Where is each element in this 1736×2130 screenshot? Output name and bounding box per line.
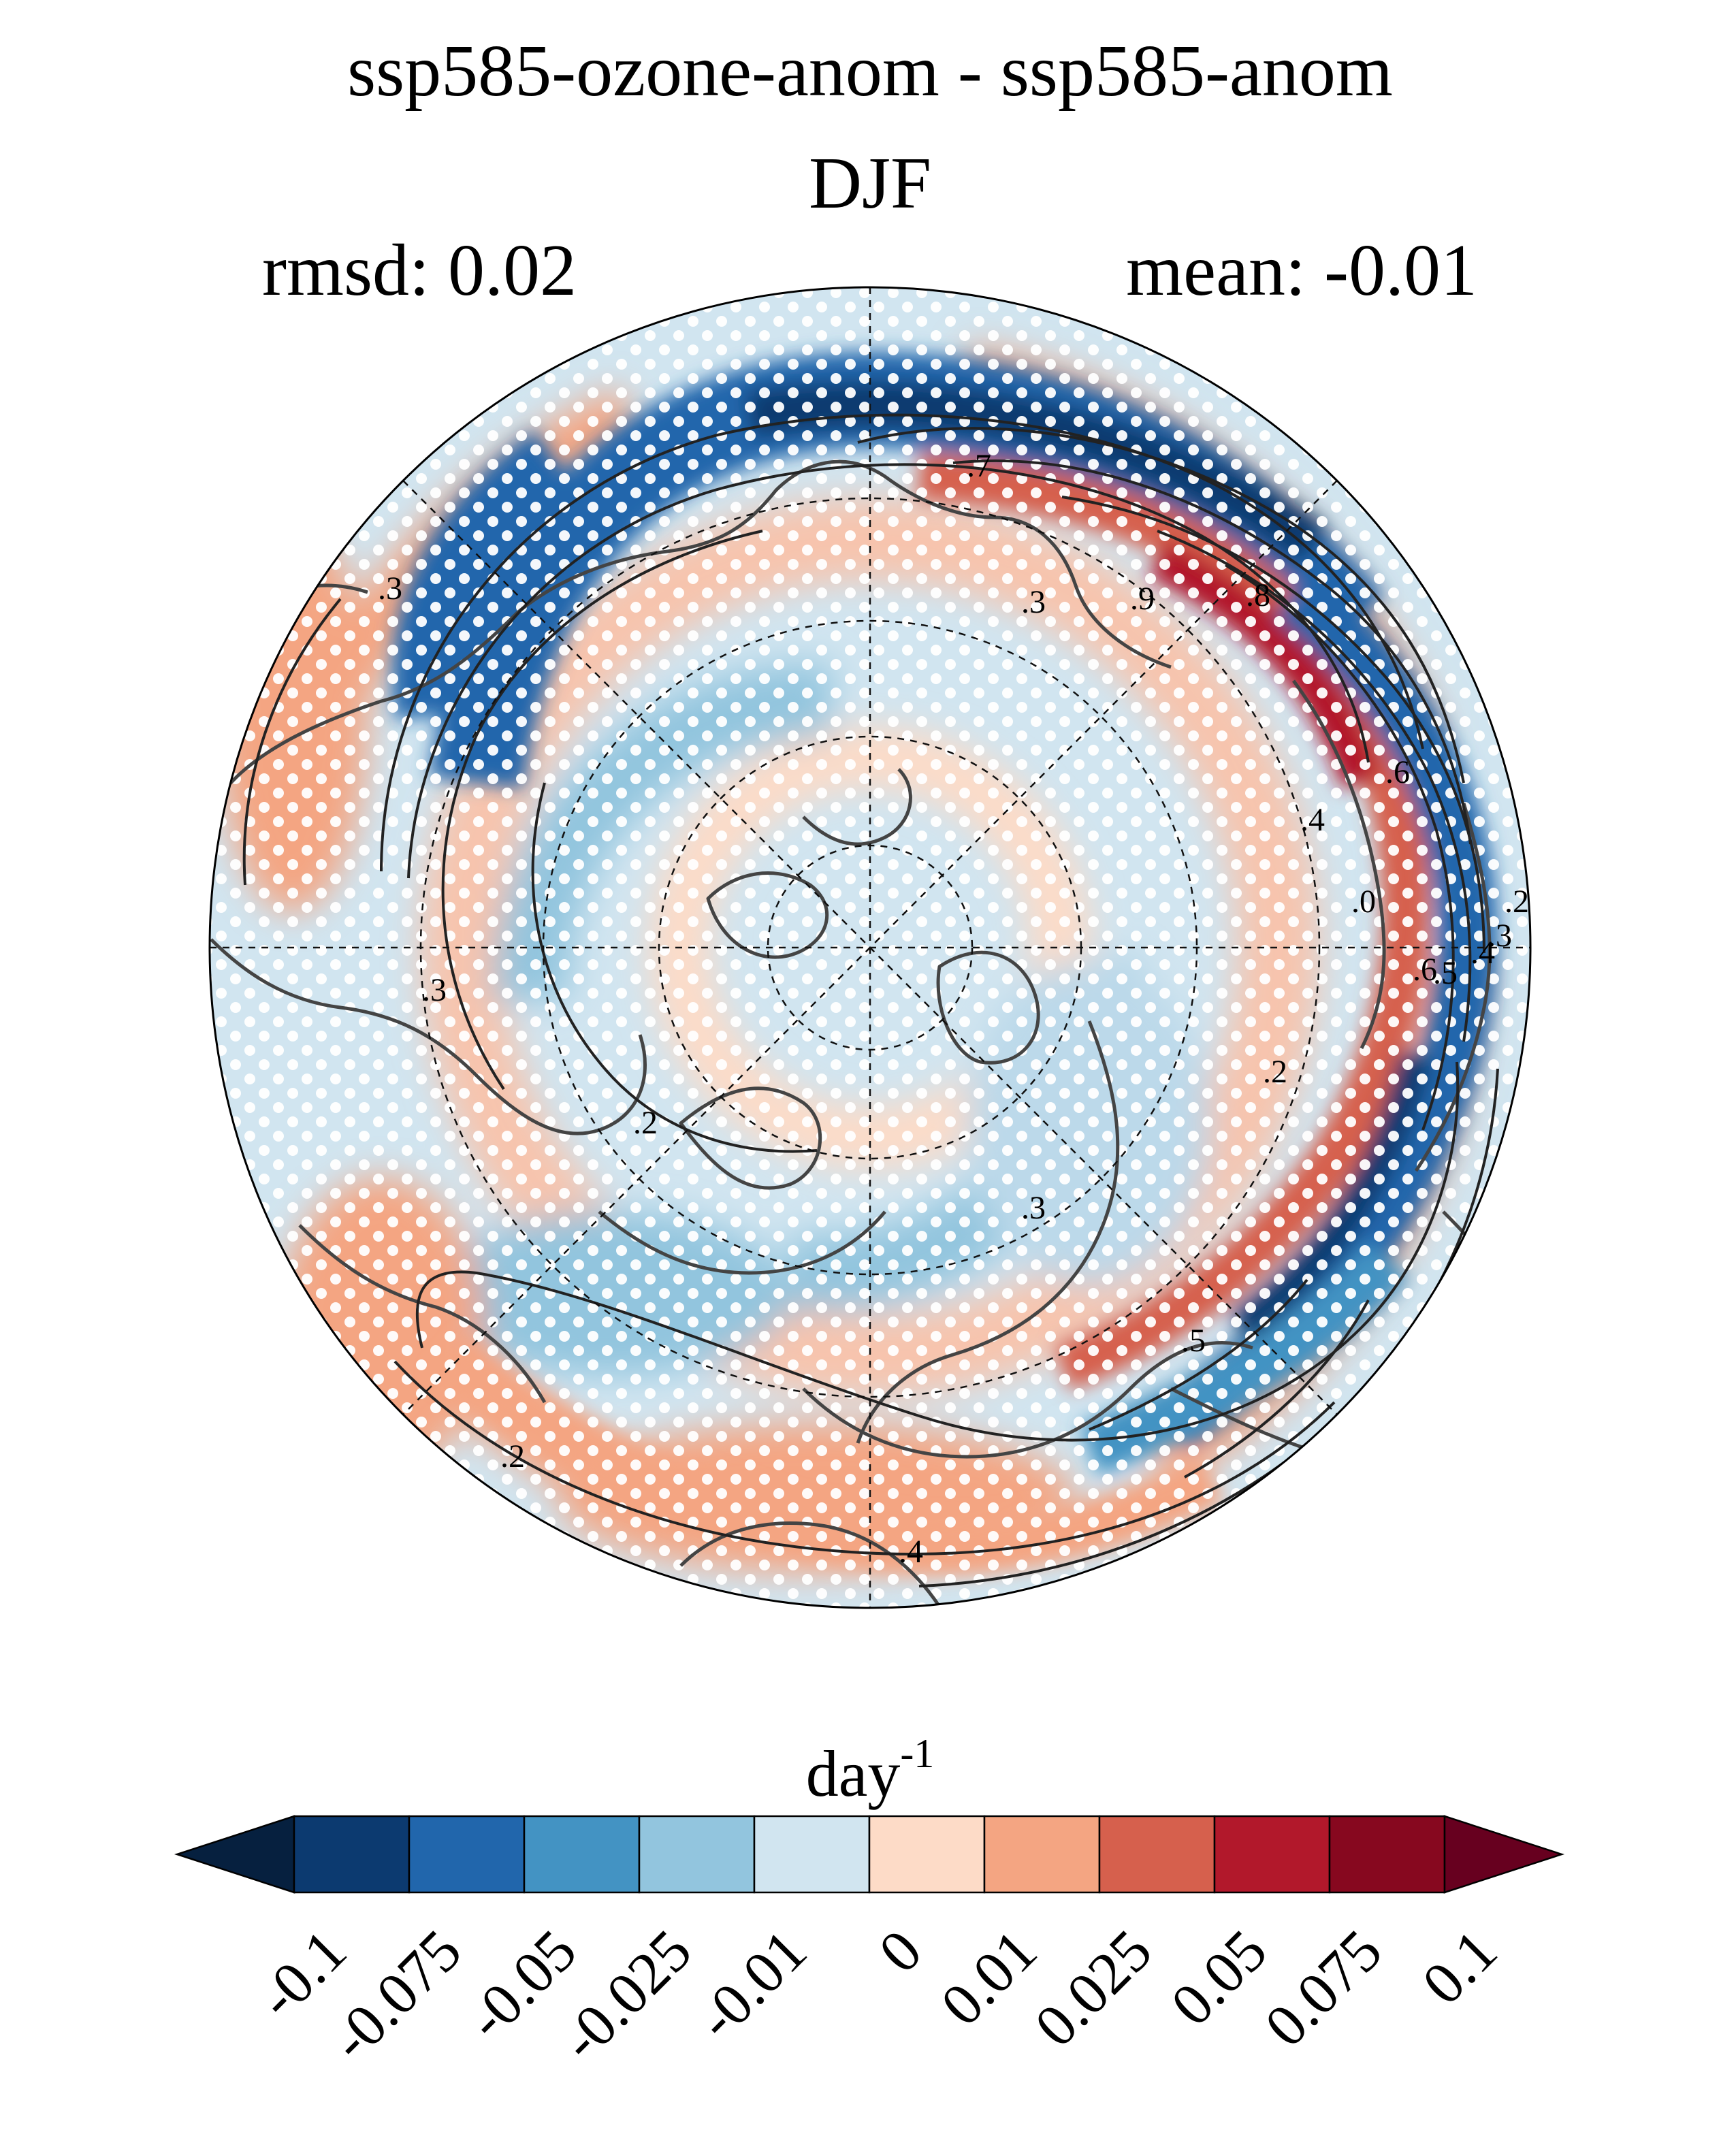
polar-map: .7 .8 .3 .3 .9 .3 .6 .4 .0 .2 .3 .4 .5 .… (210, 287, 1530, 1608)
colorbar-swatch (753, 1815, 871, 1894)
rmsd-label: rmsd: 0.02 (262, 230, 577, 311)
colorbar-swatch (408, 1815, 526, 1894)
colorbar-tick-label: -0.075 (318, 1918, 474, 2073)
contour-label: .2 (1263, 1054, 1287, 1090)
colorbar-unit-label: day-1 (806, 1731, 935, 1810)
contour-label: .2 (633, 1105, 658, 1141)
contour-label: .4 (1300, 802, 1325, 838)
contour-label: .2 (1505, 884, 1529, 920)
colorbar-swatch (523, 1815, 641, 1894)
colorbar-unit-exponent: -1 (900, 1731, 934, 1776)
colorbar-swatch (1213, 1815, 1331, 1894)
season-label: DJF (809, 143, 931, 224)
colorbar-extend-low (174, 1815, 295, 1894)
contour-lines (242, 413, 1499, 1587)
contour-label: .3 (422, 972, 447, 1008)
colorbar-swatch (1098, 1815, 1216, 1894)
colorbar-tick-label: 0.075 (1253, 1918, 1395, 2060)
colorbar-tick-labels: -0.1-0.075-0.05-0.025-0.01 00.010.0250.05… (246, 1918, 1510, 2073)
colorbar-swatch (983, 1815, 1101, 1894)
contour-label: .8 (1246, 577, 1270, 613)
contour-label: .3 (1021, 1190, 1046, 1226)
contour-label: .3 (378, 570, 402, 607)
colorbar-swatch (868, 1815, 986, 1894)
colorbar-tick-label: 0.1 (1410, 1918, 1509, 2017)
graticule (210, 287, 1530, 1608)
contour-label: .6 (1385, 754, 1410, 790)
colorbar-extend-high (1443, 1815, 1565, 1894)
contour-label: .6 (1413, 952, 1437, 988)
colorbar-unit-base: day (806, 1737, 901, 1810)
colorbar (174, 1815, 1565, 1894)
colorbar-tick-label: -0.025 (548, 1918, 704, 2073)
contour-label: .0 (1351, 884, 1376, 920)
contour-label: .5 (1433, 955, 1458, 991)
contour-label: .5 (1181, 1323, 1206, 1359)
mean-label: mean: -0.01 (1126, 230, 1477, 311)
contour-label: .9 (1130, 581, 1155, 617)
colorbar-swatch (1328, 1815, 1446, 1894)
contour-label: .2 (500, 1438, 525, 1474)
contour-label: .3 (1488, 918, 1512, 954)
colorbar-tick-label: 0.025 (1023, 1918, 1165, 2060)
contour-label: .4 (899, 1534, 923, 1570)
contour-label: .3 (1021, 584, 1046, 620)
map-boundary (208, 286, 1532, 1609)
contour-label-group: .7 .8 .3 .3 .9 .3 .6 .4 .0 .2 .3 .4 .5 .… (378, 448, 1529, 1570)
contour-label: .7 (967, 448, 991, 484)
colorbar-tick-label: 0 (867, 1918, 935, 1986)
figure-title: ssp585-ozone-anom - ssp585-anom (347, 31, 1393, 112)
contour-label: .4 (1470, 935, 1495, 971)
colorbar-swatch (638, 1815, 756, 1894)
colorbar-tick-label: -0.01 (684, 1918, 819, 2052)
colorbar-swatch (293, 1815, 411, 1894)
